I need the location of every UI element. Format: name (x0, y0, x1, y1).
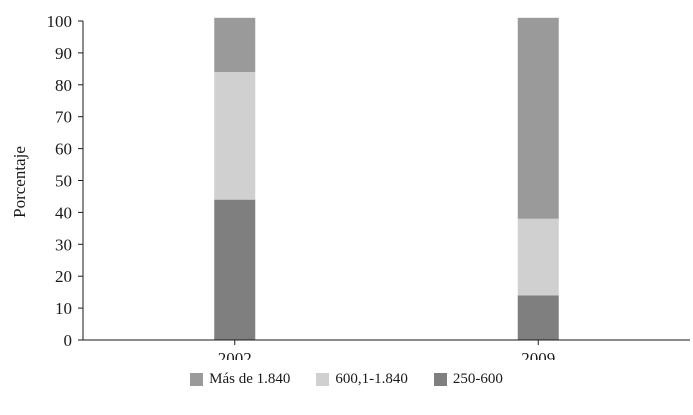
y-tick-label: 60 (55, 140, 72, 159)
bars-group (214, 17, 559, 340)
legend-swatch (316, 372, 330, 386)
bar-segment (214, 17, 256, 73)
legend-label: 600,1-1.840 (335, 370, 408, 387)
y-tick-label: 40 (55, 203, 72, 222)
y-axis-title: Porcentaje (10, 146, 29, 218)
y-tick-label: 30 (55, 235, 72, 254)
y-tick-label: 80 (55, 76, 72, 95)
y-tick-label: 90 (55, 44, 72, 63)
legend-item: 600,1-1.840 (316, 371, 408, 388)
legend-item: 250-600 (433, 370, 503, 388)
y-axis-ticks: 0 10 20 30 40 50 60 70 80 90 100 (47, 12, 83, 350)
x-tick-label: 2009 (521, 349, 555, 360)
legend-swatch (190, 372, 204, 386)
legend-label: 250-600 (452, 370, 503, 387)
legend: Más de 1.840 600,1-1.840 250-600 (0, 367, 693, 391)
legend-label: Más de 1.840 (209, 370, 291, 387)
bar-segment (214, 199, 256, 340)
bar-segment (214, 72, 256, 200)
y-tick-label: 20 (55, 267, 72, 286)
bar-segment (517, 295, 559, 340)
bar-segment (517, 17, 559, 219)
x-axis-ticks: 2002 2009 (218, 340, 555, 360)
bar-segment (517, 218, 559, 296)
y-tick-label: 70 (55, 108, 72, 127)
y-tick-label: 50 (55, 172, 72, 191)
y-tick-label: 10 (55, 299, 72, 318)
y-tick-label: 0 (64, 331, 73, 350)
legend-item: Más de 1.840 (190, 371, 290, 388)
x-tick-label: 2002 (218, 349, 252, 360)
y-tick-label: 100 (47, 12, 73, 31)
legend-swatch (433, 372, 447, 386)
